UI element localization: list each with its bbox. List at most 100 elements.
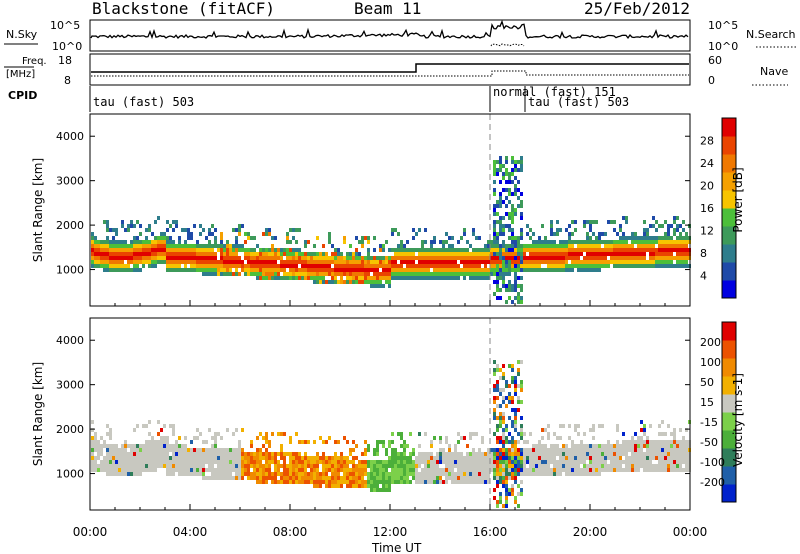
velocity-cell bbox=[316, 480, 319, 484]
velocity-cell bbox=[586, 468, 589, 472]
power-cell bbox=[679, 252, 682, 256]
power-cell bbox=[187, 232, 190, 236]
power-cell bbox=[475, 256, 478, 260]
velocity-cell bbox=[589, 444, 592, 448]
velocity-cell bbox=[181, 456, 184, 460]
power-cell bbox=[355, 280, 358, 284]
velocity-cell bbox=[154, 456, 157, 460]
velocity-cell bbox=[628, 456, 631, 460]
velocity-cell bbox=[538, 456, 541, 460]
velocity-cell bbox=[649, 452, 652, 456]
velocity-cell bbox=[520, 488, 523, 492]
power-cell bbox=[379, 256, 382, 260]
power-cell bbox=[358, 240, 361, 244]
power-cell bbox=[448, 248, 451, 252]
power-cell bbox=[304, 252, 307, 256]
power-cell bbox=[301, 256, 304, 260]
velocity-cell bbox=[349, 476, 352, 480]
velocity-cell bbox=[598, 472, 601, 476]
power-cell bbox=[151, 232, 154, 236]
power-cell bbox=[205, 244, 208, 248]
power-cell bbox=[172, 244, 175, 248]
power-cell bbox=[391, 248, 394, 252]
power-cell bbox=[235, 240, 238, 244]
velocity-cell bbox=[685, 460, 688, 464]
power-cell bbox=[361, 264, 364, 268]
velocity-cell bbox=[115, 464, 118, 468]
power-cell bbox=[469, 260, 472, 264]
velocity-cell bbox=[502, 432, 505, 436]
power-cell bbox=[460, 272, 463, 276]
power-cell bbox=[265, 268, 268, 272]
power-cell bbox=[394, 260, 397, 264]
power-cell bbox=[202, 256, 205, 260]
velocity-cell bbox=[136, 444, 139, 448]
power-cell bbox=[169, 244, 172, 248]
power-cell bbox=[160, 248, 163, 252]
velocity-cell bbox=[595, 452, 598, 456]
velocity-cell bbox=[568, 468, 571, 472]
power-cell bbox=[247, 268, 250, 272]
power-cell bbox=[679, 260, 682, 264]
velocity-cell bbox=[676, 464, 679, 468]
velocity-cell bbox=[256, 476, 259, 480]
power-cell bbox=[517, 236, 520, 240]
velocity-cell bbox=[634, 468, 637, 472]
power-cell bbox=[223, 260, 226, 264]
velocity-cell bbox=[373, 488, 376, 492]
power-cell bbox=[259, 252, 262, 256]
power-cell bbox=[499, 252, 502, 256]
power-cell bbox=[466, 256, 469, 260]
power-cell bbox=[106, 244, 109, 248]
nave-trace bbox=[91, 70, 689, 77]
power-cell bbox=[142, 248, 145, 252]
power-cell bbox=[421, 268, 424, 272]
power-cell bbox=[586, 256, 589, 260]
velocity-cell bbox=[388, 444, 391, 448]
velocity-cell bbox=[358, 460, 361, 464]
power-cell bbox=[313, 268, 316, 272]
velocity-cell bbox=[163, 444, 166, 448]
power-cell bbox=[97, 264, 100, 268]
velocity-cell bbox=[358, 472, 361, 476]
velocity-cell bbox=[319, 436, 322, 440]
power-cell bbox=[298, 256, 301, 260]
power-cell bbox=[496, 204, 499, 208]
power-cell bbox=[409, 248, 412, 252]
velocity-cell bbox=[598, 448, 601, 452]
velocity-cell bbox=[589, 472, 592, 476]
power-cell bbox=[136, 264, 139, 268]
power-cell bbox=[433, 248, 436, 252]
power-cell bbox=[517, 204, 520, 208]
velocity-cell bbox=[145, 468, 148, 472]
power-cell bbox=[568, 244, 571, 248]
velocity-cell bbox=[394, 468, 397, 472]
velocity-cell bbox=[568, 456, 571, 460]
power-cell bbox=[562, 256, 565, 260]
power-cell bbox=[508, 268, 511, 272]
velocity-cell bbox=[538, 448, 541, 452]
velocity-cell bbox=[544, 428, 547, 432]
velocity-cell bbox=[505, 424, 508, 428]
velocity-cell bbox=[499, 392, 502, 396]
power-cell bbox=[376, 284, 379, 288]
velocity-cell bbox=[499, 500, 502, 504]
velocity-cell bbox=[265, 436, 268, 440]
velocity-cell bbox=[280, 476, 283, 480]
power-cell bbox=[238, 260, 241, 264]
power-cell bbox=[319, 276, 322, 280]
power-cell bbox=[274, 272, 277, 276]
power-cell bbox=[94, 256, 97, 260]
velocity-cell bbox=[448, 444, 451, 448]
power-cell bbox=[445, 272, 448, 276]
velocity-cell bbox=[265, 464, 268, 468]
velocity-cell bbox=[475, 452, 478, 456]
power-cell bbox=[613, 264, 616, 268]
velocity-cell bbox=[682, 452, 685, 456]
power-cell bbox=[499, 256, 502, 260]
velocity-cell bbox=[109, 432, 112, 436]
power-cell bbox=[499, 196, 502, 200]
power-cell bbox=[265, 260, 268, 264]
power-cell bbox=[661, 244, 664, 248]
power-cell bbox=[352, 260, 355, 264]
